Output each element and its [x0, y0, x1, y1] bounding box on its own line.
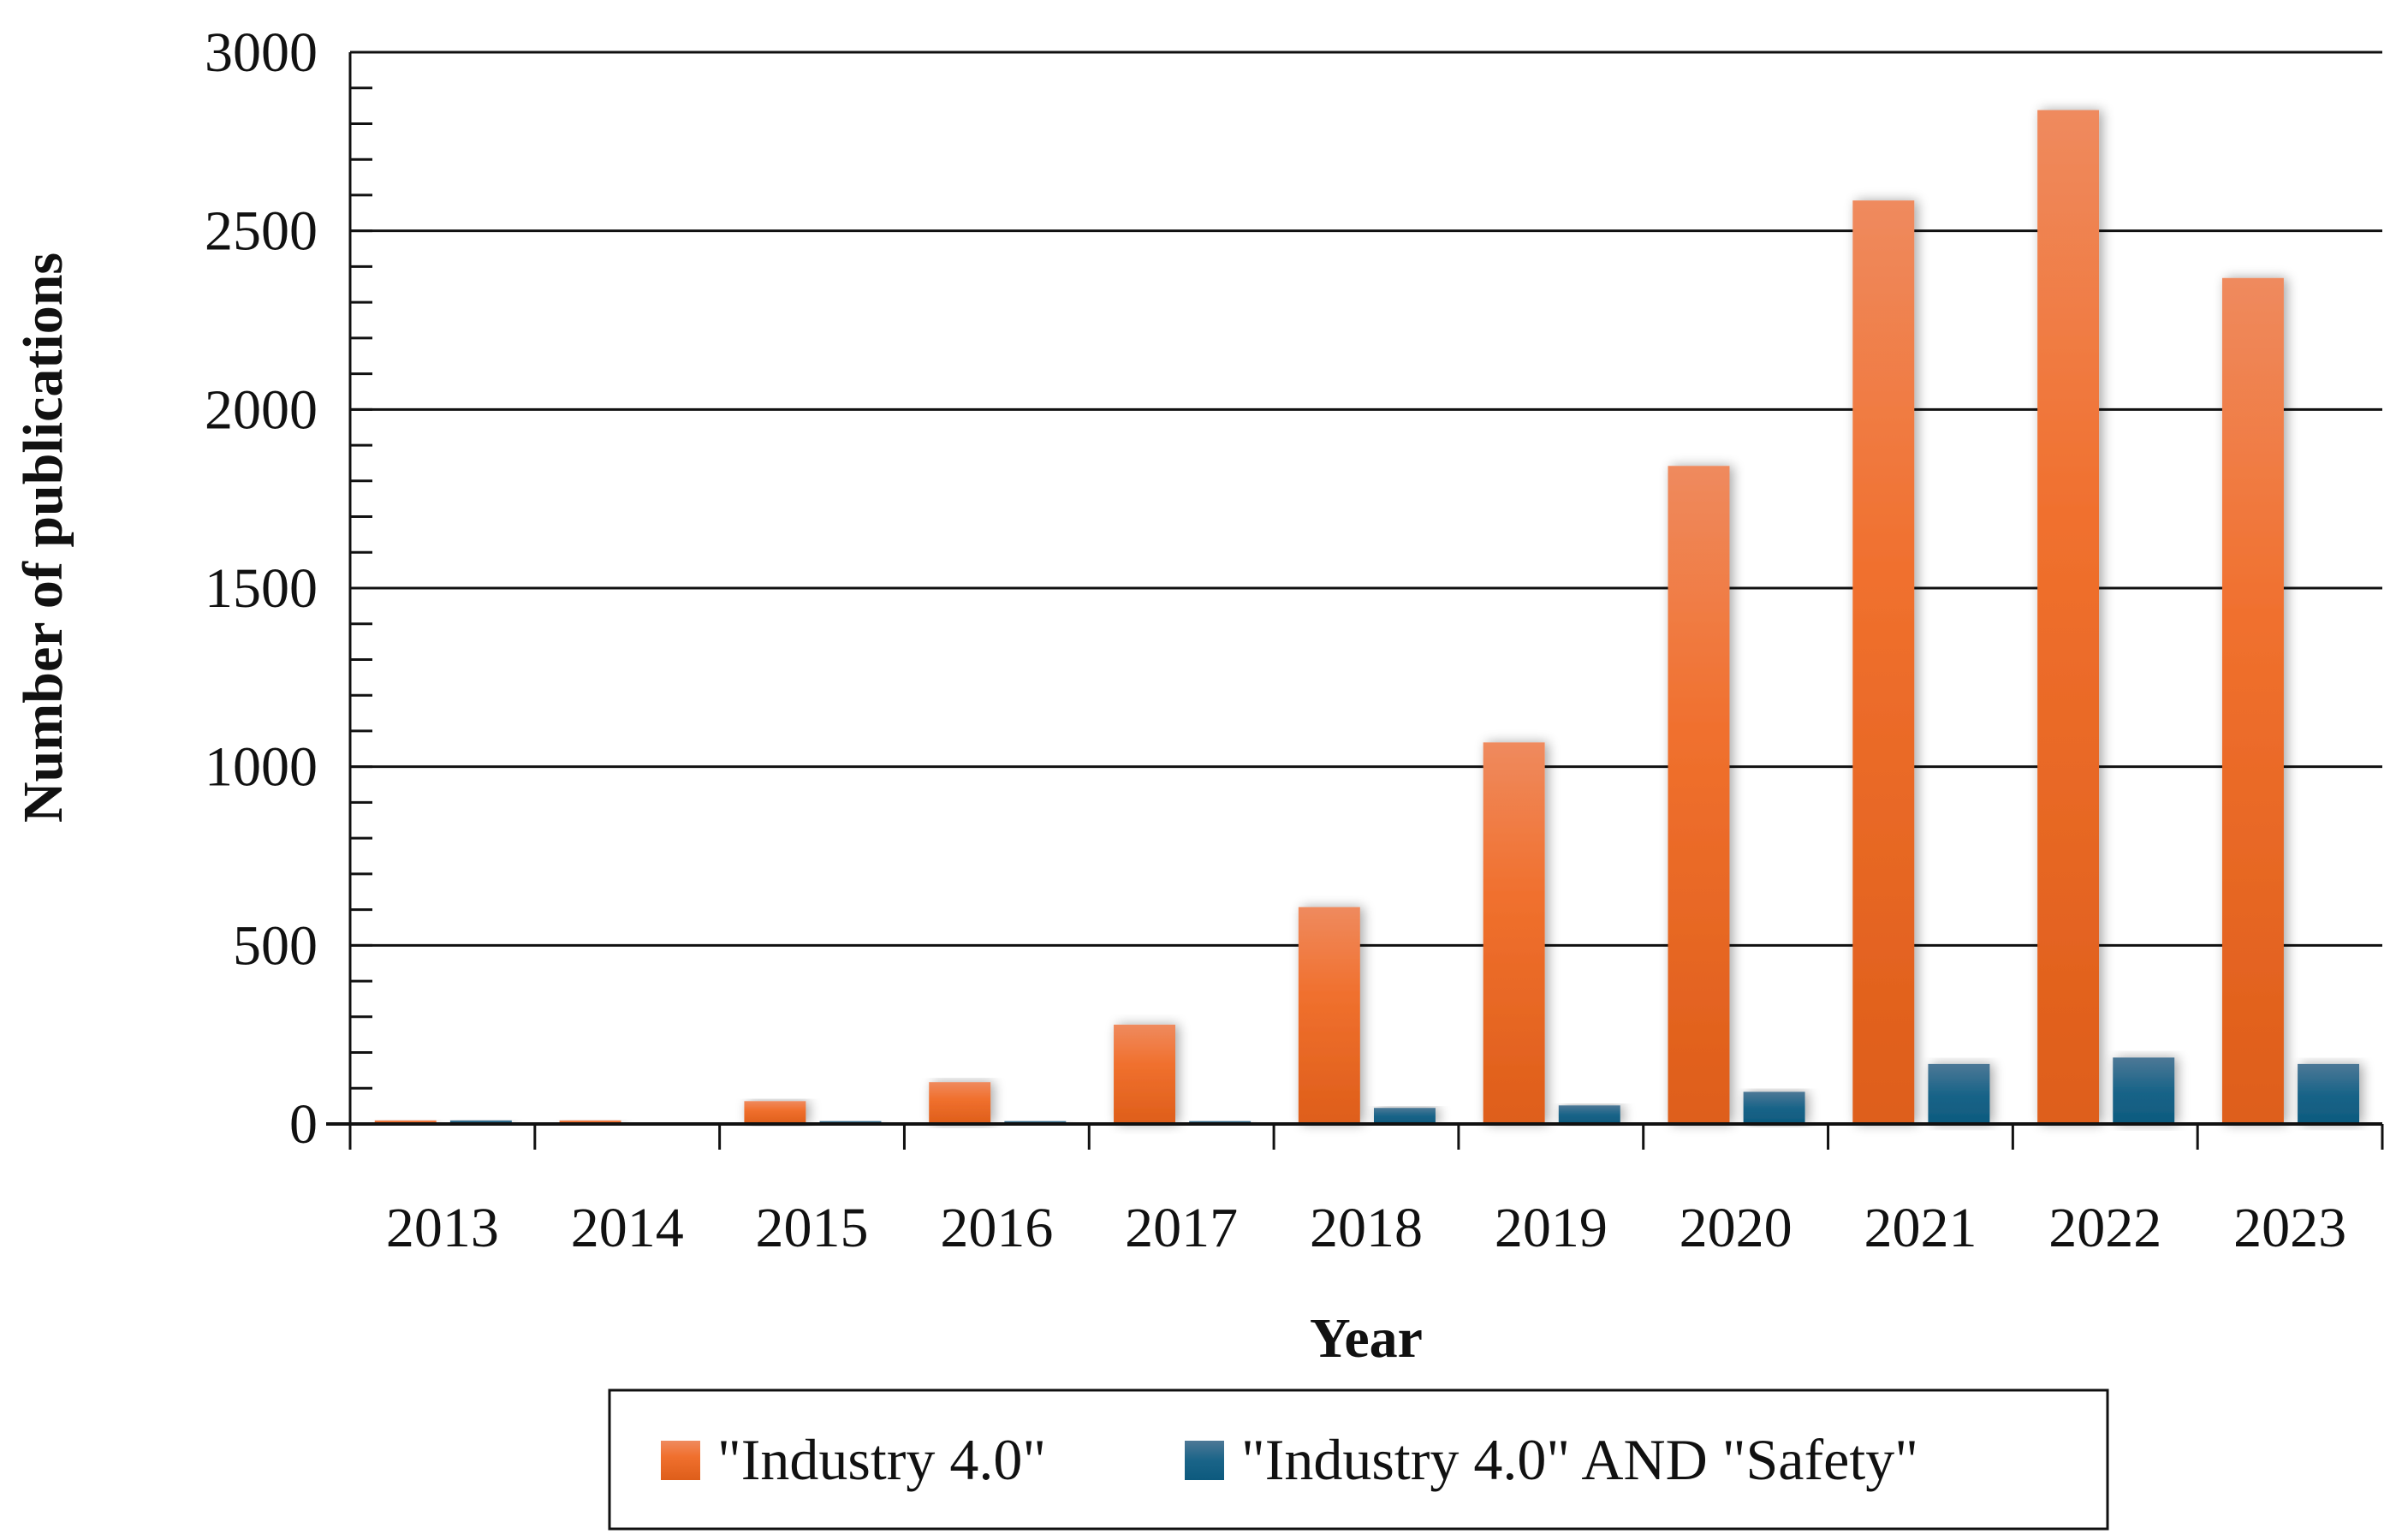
legend-label-safety: "Industry 4.0" AND "Safety": [1241, 1427, 1918, 1492]
x-tick-label: 2016: [940, 1197, 1053, 1259]
y-tick-label: 1000: [205, 736, 318, 799]
x-tick-label: 2013: [386, 1197, 499, 1259]
y-tick-label: 2500: [205, 200, 318, 263]
x-tick-label: 2021: [1864, 1197, 1977, 1259]
x-tick-label: 2020: [1680, 1197, 1793, 1259]
bar-safety: [1928, 1063, 1990, 1124]
x-tick-label: 2015: [756, 1197, 869, 1259]
y-tick-label: 2000: [205, 378, 318, 441]
y-tick-label: 0: [289, 1093, 318, 1156]
x-tick-label: 2014: [571, 1197, 684, 1259]
bar-industry: [1114, 1024, 1175, 1124]
bar-industry: [1298, 907, 1360, 1124]
x-axis-title: Year: [1310, 1307, 1423, 1370]
bar-industry: [1668, 466, 1730, 1124]
bar-industry: [2221, 277, 2284, 1125]
legend-label-industry: "Industry 4.0": [717, 1427, 1046, 1492]
bar-industry: [1852, 200, 1915, 1124]
legend: "Industry 4.0" "Industry 4.0" AND "Safet…: [608, 1388, 2109, 1531]
bar-industry: [374, 1120, 437, 1124]
legend-swatch-safety: [1185, 1441, 1224, 1480]
legend-box: [608, 1388, 2109, 1531]
x-tick-label: 2018: [1310, 1197, 1423, 1259]
y-tick-label: 500: [233, 914, 318, 977]
bar-industry: [2037, 110, 2100, 1124]
legend-swatch-industry: [661, 1441, 700, 1480]
y-axis-title: Number of publications: [12, 253, 74, 823]
bar-safety: [1558, 1105, 1620, 1124]
bar-industry: [744, 1101, 806, 1124]
bar-safety: [449, 1120, 512, 1124]
x-tick-label: 2019: [1495, 1197, 1608, 1259]
bar-industry: [559, 1120, 621, 1124]
bar-safety: [1743, 1091, 1805, 1124]
bar-safety: [2298, 1063, 2360, 1124]
x-tick-label: 2023: [2233, 1197, 2346, 1259]
bar-industry: [1483, 742, 1545, 1124]
bar-industry: [929, 1082, 991, 1124]
y-tick-label: 1500: [205, 557, 318, 620]
y-tick-label: 3000: [205, 21, 318, 84]
x-tick-label: 2017: [1125, 1197, 1238, 1259]
bar-safety: [2113, 1057, 2175, 1124]
x-tick-label: 2022: [2048, 1197, 2161, 1259]
bar-safety: [1373, 1108, 1436, 1124]
